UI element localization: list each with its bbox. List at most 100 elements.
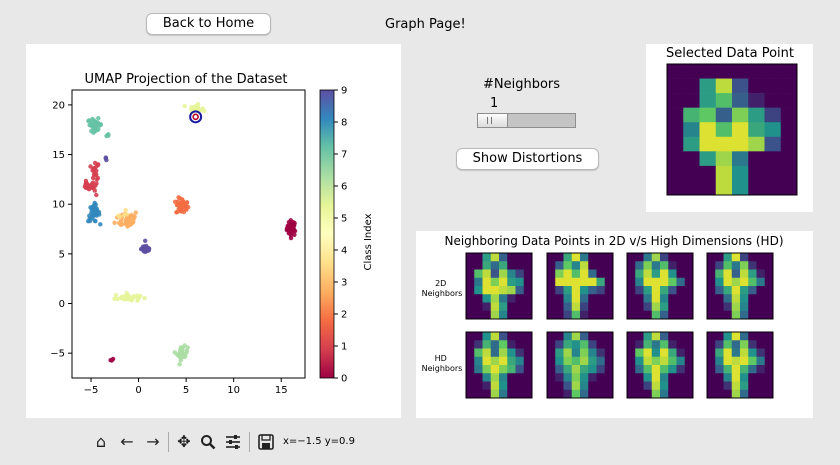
pixel [516,311,525,320]
pixel [499,278,508,287]
pixel [588,390,597,399]
scatter-point [90,168,94,172]
colorbar-tick-label: 4 [341,246,347,257]
pixel [765,332,774,341]
pixel [524,390,533,399]
pixel [466,373,475,382]
pixel [700,137,717,152]
pixel [564,278,573,287]
pixel [644,357,653,366]
pixel [597,303,606,312]
arrow-left-icon[interactable]: ← [116,431,138,453]
pixel [652,357,661,366]
x-tick-label: 10 [227,385,240,396]
pixel [555,261,564,270]
pixel [499,357,508,366]
arrow-right-icon[interactable]: → [142,431,164,453]
pixel [748,151,765,166]
pixel [564,390,573,399]
pixel [524,253,533,262]
pixel [652,332,661,341]
pixel [627,390,636,399]
pixel [765,270,774,279]
pixel [507,340,516,349]
pixel [466,270,475,279]
pixel [677,390,686,399]
pixel [765,365,774,374]
magnifier-icon[interactable] [197,431,219,453]
pixel [683,180,700,195]
umap-plot[interactable]: UMAP Projection of the Dataset −5 0 5 10 15 … [26,44,401,418]
move-icon[interactable]: ✥ [173,431,195,453]
neighbors-value: 1 [490,96,498,111]
umap-panel: UMAP Projection of the Dataset −5 0 5 10 15 … [26,44,401,418]
pixel [627,340,636,349]
pixel [667,137,684,152]
pixel [732,261,741,270]
pixel [644,349,653,358]
pixel [765,166,782,181]
pixel [605,373,614,382]
pixel [491,261,500,270]
pixel [588,382,597,391]
scatter-point [143,239,147,243]
pixel [605,390,614,399]
pixel [668,332,677,341]
pixel [635,340,644,349]
neighbor-hd-image [547,332,613,398]
pixel [524,311,533,320]
save-icon[interactable] [255,431,277,453]
pixel [660,261,669,270]
pixel [483,373,492,382]
back-to-home-button[interactable]: Back to Home [146,13,271,35]
pixel [627,373,636,382]
pixel [724,253,733,262]
pixel [716,122,733,137]
pixel [516,286,525,295]
pixel [707,311,716,320]
pixel [580,349,589,358]
pixel [572,261,581,270]
pixel [707,270,716,279]
pixel [644,332,653,341]
colorbar-ticks: 9876543210 [334,86,347,385]
pixel [572,278,581,287]
x-axis: −5 0 5 10 15 [84,378,288,396]
pixel [507,311,516,320]
pixel [564,270,573,279]
colorbar-label: Class Index [363,213,374,270]
pixel [724,303,733,312]
pixel [707,332,716,341]
pixel [547,270,556,279]
colorbar-tick-label: 7 [341,150,347,161]
pixel [748,166,765,181]
home-icon[interactable]: ⌂ [90,431,112,453]
pixel [685,340,694,349]
pixel [635,303,644,312]
pixel [507,270,516,279]
pixel [588,253,597,262]
toolbar-separator [168,432,169,452]
sliders-icon[interactable] [222,431,244,453]
show-distortions-button[interactable]: Show Distortions [456,148,599,170]
pixel [732,286,741,295]
pixel [572,303,581,312]
pixel [474,382,483,391]
pixel [668,357,677,366]
pixel [644,303,653,312]
pixel [724,278,733,287]
pixel [547,390,556,399]
scatter-points [83,102,298,367]
pixel [716,64,733,79]
scatter-point [176,203,180,207]
pixel [588,332,597,341]
pixel [757,349,766,358]
pixel [700,93,717,108]
pixel [715,286,724,295]
pixel [627,270,636,279]
pixel [660,270,669,279]
pixel [732,278,741,287]
neighbors-slider-handle[interactable] [477,113,508,128]
pixel [507,357,516,366]
pixel [572,253,581,262]
